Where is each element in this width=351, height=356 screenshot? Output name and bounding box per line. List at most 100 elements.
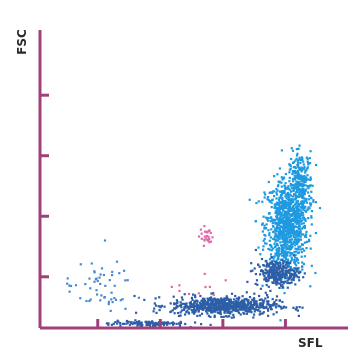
data-point	[269, 220, 272, 223]
data-point	[301, 247, 304, 250]
data-point	[298, 194, 301, 197]
data-point	[278, 222, 281, 225]
data-point	[302, 188, 305, 191]
data-point	[237, 309, 240, 312]
data-point	[284, 222, 287, 225]
data-point	[179, 320, 182, 323]
data-point	[285, 230, 288, 233]
data-point	[219, 313, 222, 316]
data-point	[237, 301, 240, 304]
data-point	[223, 300, 226, 303]
data-point	[210, 300, 213, 303]
data-point	[219, 307, 222, 310]
data-point	[286, 269, 289, 272]
data-point	[291, 252, 294, 255]
data-point	[285, 263, 288, 266]
data-point	[280, 149, 283, 152]
data-point	[288, 231, 292, 234]
data-point	[248, 305, 251, 308]
data-point	[249, 309, 252, 312]
data-point	[276, 254, 279, 257]
data-point	[254, 282, 257, 285]
data-point	[290, 244, 293, 247]
data-point	[289, 274, 292, 277]
data-point	[173, 312, 176, 315]
data-point	[190, 309, 193, 312]
data-point	[253, 308, 256, 311]
data-point	[288, 176, 291, 179]
data-point	[68, 290, 71, 293]
data-point	[294, 159, 297, 162]
data-point	[88, 299, 91, 303]
data-point	[281, 190, 284, 193]
data-point	[249, 303, 252, 306]
data-point	[298, 223, 301, 226]
data-point	[179, 314, 182, 317]
data-point	[297, 261, 300, 264]
data-point	[285, 222, 289, 225]
data-point	[292, 223, 295, 226]
data-point	[276, 222, 279, 225]
data-point	[214, 304, 217, 307]
data-point	[266, 303, 269, 306]
data-point	[310, 210, 314, 213]
data-point	[276, 234, 280, 237]
data-point	[119, 322, 122, 325]
data-point	[255, 300, 258, 303]
data-point	[256, 283, 259, 286]
data-point	[243, 306, 246, 310]
data-point	[232, 301, 235, 304]
data-point	[283, 246, 286, 249]
data-point	[265, 279, 268, 283]
data-point	[278, 278, 281, 281]
data-point	[261, 303, 264, 306]
data-point	[276, 247, 279, 250]
data-point	[266, 198, 269, 201]
data-point	[274, 272, 277, 275]
data-point	[273, 264, 277, 267]
data-point	[285, 239, 288, 242]
data-point	[295, 208, 298, 211]
data-point	[175, 299, 178, 302]
data-point	[314, 271, 317, 275]
data-point	[274, 233, 277, 236]
data-point	[300, 189, 303, 192]
data-point	[277, 198, 281, 201]
data-point	[292, 180, 295, 183]
data-point	[263, 233, 266, 236]
data-point	[275, 208, 278, 211]
data-point	[124, 279, 127, 282]
data-point	[202, 244, 205, 247]
data-point	[261, 312, 264, 315]
data-point	[307, 206, 310, 209]
data-point	[298, 144, 301, 147]
data-point	[273, 302, 276, 305]
data-point	[200, 232, 203, 235]
data-point	[235, 305, 238, 308]
data-point	[247, 301, 250, 304]
data-point	[292, 171, 295, 174]
data-point	[281, 258, 284, 261]
data-point	[153, 307, 156, 310]
data-point	[199, 304, 202, 307]
data-point	[290, 190, 293, 193]
data-point	[294, 186, 297, 189]
data-point	[209, 303, 213, 306]
data-point	[230, 307, 233, 310]
data-point	[297, 314, 300, 317]
data-point	[271, 269, 274, 272]
data-point	[295, 250, 298, 253]
data-point	[302, 216, 306, 219]
data-point	[296, 185, 299, 189]
data-point	[212, 299, 215, 302]
x-axis-label: SFL	[298, 336, 323, 350]
data-point	[272, 190, 275, 193]
data-point	[293, 240, 296, 243]
data-point	[261, 299, 264, 302]
data-point	[155, 323, 158, 326]
data-point	[232, 308, 235, 311]
data-point	[287, 262, 290, 265]
data-point	[306, 185, 309, 188]
data-point	[282, 206, 285, 210]
data-point	[285, 276, 288, 280]
